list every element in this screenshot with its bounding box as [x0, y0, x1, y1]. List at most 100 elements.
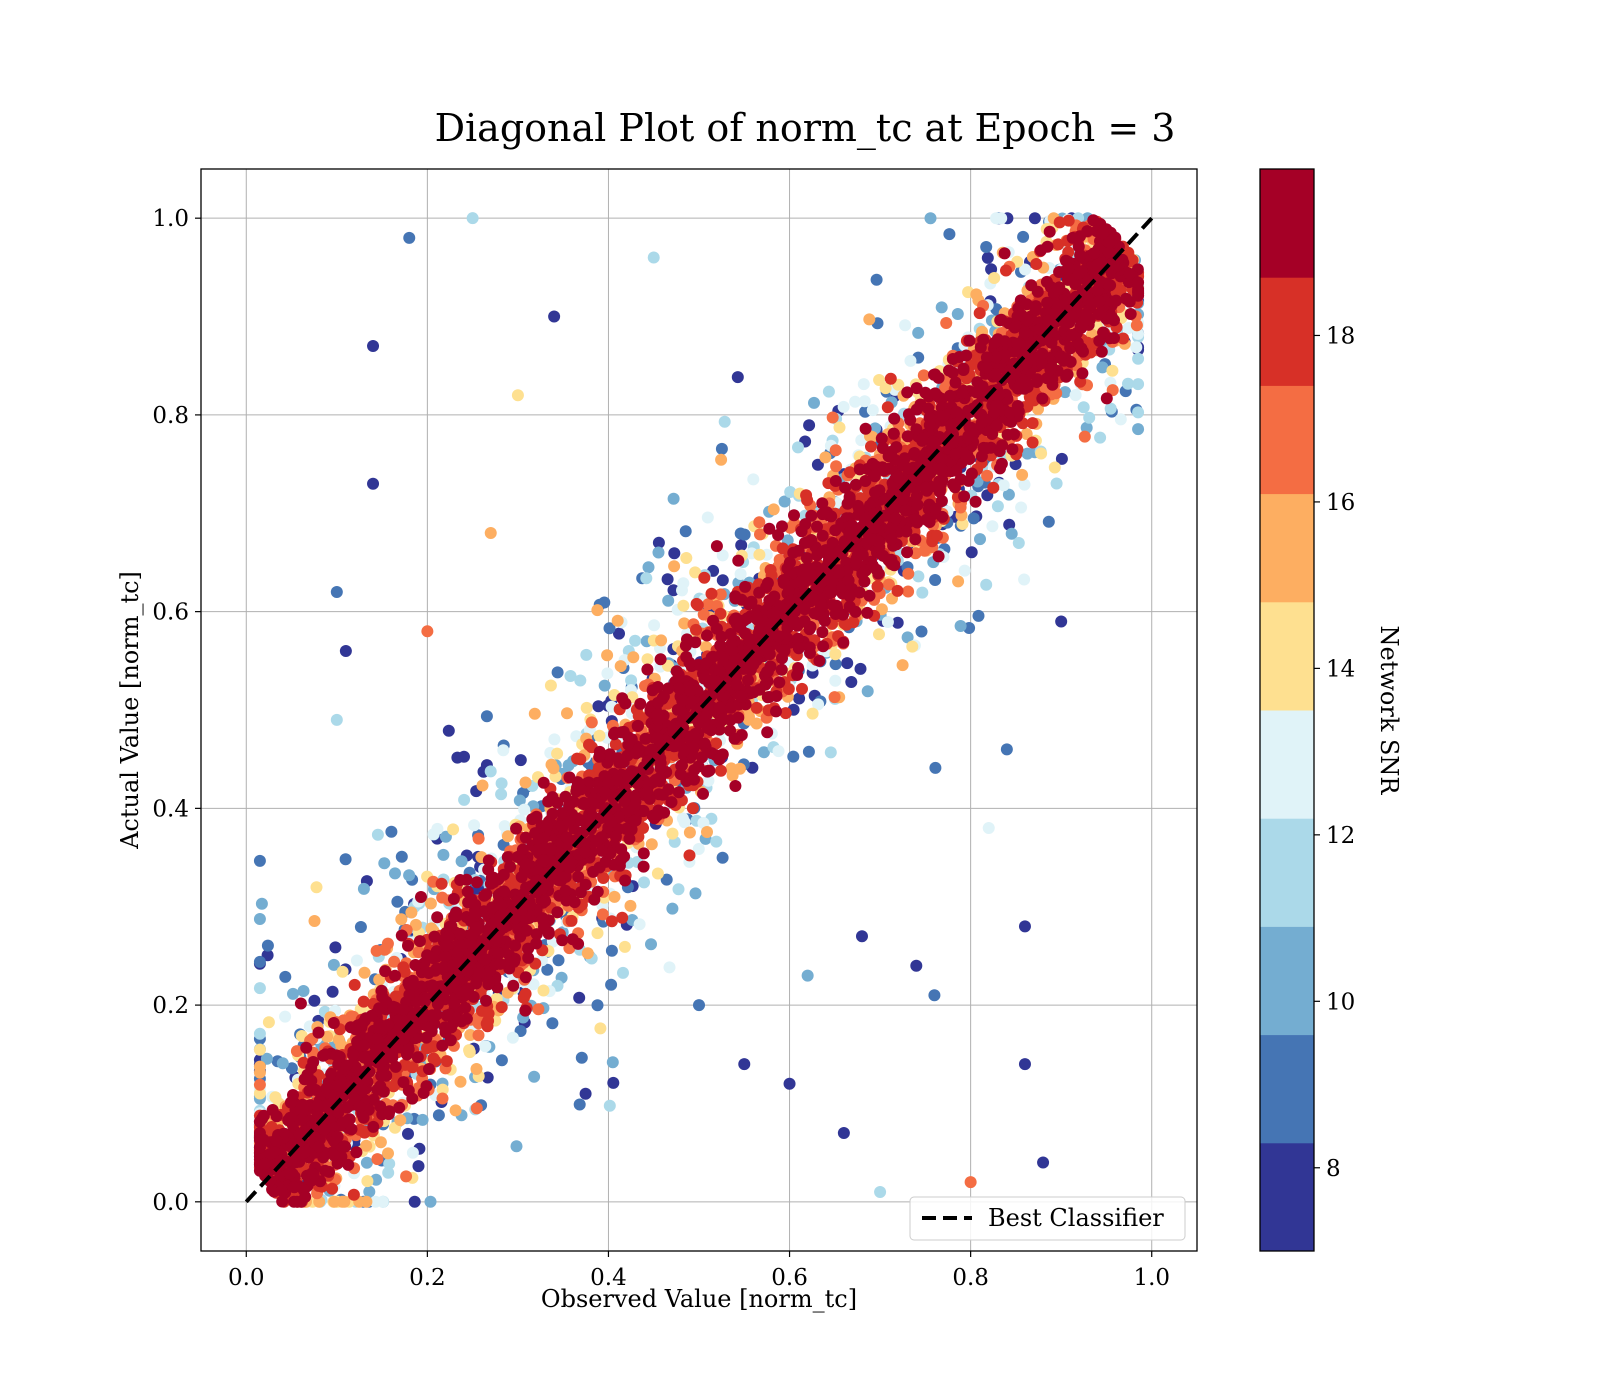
- scatter-point: [902, 567, 915, 580]
- scatter-point: [519, 776, 532, 789]
- scatter-point: [447, 823, 460, 836]
- scatter-point: [276, 1057, 289, 1070]
- scatter-point: [702, 774, 715, 787]
- scatter-point: [541, 963, 554, 976]
- scatter-point: [915, 625, 928, 638]
- scatter-point: [519, 987, 532, 1000]
- scatter-point: [400, 1170, 413, 1183]
- scatter-point: [754, 528, 766, 541]
- scatter-point: [513, 794, 526, 807]
- scatter-point: [734, 568, 747, 580]
- scatter-point: [360, 1156, 373, 1169]
- scatter-point: [935, 301, 948, 314]
- scatter-point: [382, 1166, 395, 1179]
- scatter-point: [952, 575, 965, 588]
- scatter-point: [484, 765, 497, 778]
- scatter-point: [1012, 537, 1025, 549]
- scatter-point: [865, 440, 877, 453]
- scatter-point: [371, 828, 384, 841]
- scatter-point: [532, 1003, 545, 1016]
- scatter-point: [970, 288, 983, 301]
- scatter-point: [408, 1195, 421, 1208]
- scatter-point: [403, 869, 416, 882]
- scatter-point: [609, 738, 622, 751]
- scatter-point: [480, 710, 493, 723]
- scatter-point: [616, 911, 629, 924]
- scatter-point: [633, 918, 646, 931]
- scatter-point: [470, 1102, 483, 1115]
- scatter-point: [406, 1146, 419, 1159]
- scatter-point: [466, 212, 479, 225]
- scatter-point: [511, 389, 524, 402]
- scatter-point: [603, 1099, 616, 1112]
- scatter-point: [1037, 1156, 1050, 1169]
- scatter-point: [253, 913, 266, 925]
- scatter-point: [329, 941, 342, 954]
- scatter-point: [884, 372, 897, 385]
- scatter-point: [436, 1092, 449, 1105]
- scatter-point: [779, 707, 792, 720]
- scatter-point: [645, 938, 657, 951]
- scatter-point: [988, 272, 1001, 284]
- scatter-point: [715, 442, 728, 455]
- scatter-point: [607, 1076, 620, 1089]
- scatter-point: [501, 830, 514, 843]
- scatter-point: [601, 667, 614, 680]
- scatter-point: [548, 310, 561, 323]
- scatter-point: [837, 400, 850, 413]
- scatter-point: [901, 631, 914, 644]
- scatter-point: [956, 518, 969, 530]
- scatter-point: [784, 486, 797, 498]
- scatter-point: [697, 608, 710, 621]
- scatter-point: [1132, 352, 1145, 365]
- scatter-point: [1000, 264, 1012, 277]
- scatter-point: [1020, 428, 1033, 440]
- scatter-point: [986, 520, 999, 533]
- scatter-point: [1026, 417, 1039, 430]
- scatter-point: [1026, 436, 1039, 449]
- scatter-point: [632, 709, 645, 722]
- scatter-point: [391, 895, 404, 908]
- scatter-point: [261, 939, 274, 952]
- scatter-point: [857, 378, 870, 391]
- scatter-point: [1069, 389, 1082, 402]
- scatter-point: [596, 908, 609, 921]
- scatter-point: [833, 421, 846, 434]
- scatter-point: [424, 897, 437, 910]
- scatter-point: [808, 396, 820, 409]
- scatter-point: [627, 651, 640, 664]
- scatter-point: [899, 319, 912, 332]
- scatter-point: [308, 994, 321, 1007]
- scatter-point: [546, 1017, 559, 1030]
- scatter-point: [528, 707, 541, 720]
- scatter-point: [285, 1062, 298, 1075]
- scatter-point: [651, 867, 664, 880]
- scatter-point: [637, 847, 650, 860]
- scatter-point: [484, 526, 497, 539]
- scatter-point: [468, 819, 481, 832]
- scatter-point: [617, 966, 629, 979]
- scatter-point: [297, 985, 310, 997]
- scatter-point: [829, 658, 842, 671]
- scatter-point: [545, 758, 558, 771]
- scatter-point: [373, 973, 386, 986]
- scatter-point: [689, 566, 702, 579]
- scatter-point: [367, 340, 380, 353]
- scatter-point: [537, 984, 550, 997]
- scatter-point: [348, 978, 361, 991]
- scatter-point: [402, 1127, 414, 1140]
- scatter-point: [910, 959, 923, 972]
- scatter-point: [668, 560, 681, 573]
- scatter-point: [591, 927, 604, 940]
- scatter-point: [360, 1139, 373, 1152]
- scatter-point: [980, 578, 993, 591]
- scatter-point: [594, 1022, 607, 1035]
- scatter-point: [1030, 258, 1043, 270]
- scatter-point: [605, 944, 618, 957]
- scatter-point: [904, 354, 917, 367]
- scatter-point: [881, 616, 894, 628]
- scatter-point: [840, 618, 853, 631]
- scatter-point: [354, 921, 367, 933]
- scatter-point: [591, 604, 604, 617]
